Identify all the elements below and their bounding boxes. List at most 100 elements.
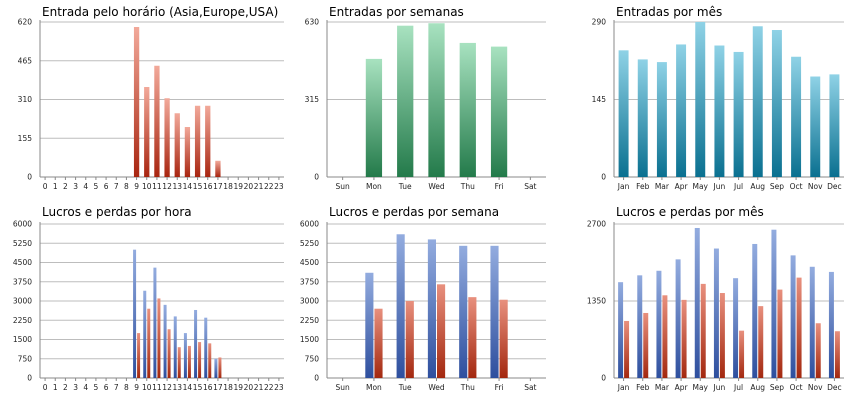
y-tick-label: 2700 <box>587 220 606 229</box>
x-tick-label: 20 <box>244 383 254 392</box>
x-tick-label: 16 <box>203 383 213 392</box>
y-tick-label: 0 <box>27 173 32 182</box>
x-tick-label: 3 <box>73 182 78 191</box>
bar <box>396 234 405 378</box>
bar <box>733 278 739 378</box>
y-tick-label: 465 <box>18 56 33 65</box>
x-tick-label: 15 <box>193 182 203 191</box>
y-tick-label: 5250 <box>300 239 319 248</box>
x-tick-label: 8 <box>124 383 129 392</box>
bar <box>618 50 629 177</box>
x-tick-label: 5 <box>94 182 99 191</box>
x-tick-label: 2 <box>63 383 68 392</box>
x-tick-label: May <box>692 182 708 191</box>
x-tick-label: 6 <box>104 182 109 191</box>
bar <box>624 320 630 378</box>
bar <box>719 293 725 378</box>
y-tick-label: 2250 <box>300 316 319 325</box>
bar <box>205 105 211 177</box>
x-tick-label: Jan <box>617 182 630 191</box>
x-tick-label: 12 <box>162 383 172 392</box>
chart-title: Entradas por semanas <box>329 5 464 19</box>
bar <box>194 309 198 378</box>
bar <box>167 329 171 378</box>
x-tick-label: 22 <box>264 182 274 191</box>
bar <box>675 259 681 378</box>
bar <box>163 304 167 378</box>
x-tick-label: 1 <box>53 383 58 392</box>
y-tick-label: 0 <box>601 173 606 182</box>
bar <box>397 25 414 177</box>
x-tick-label: Sun <box>336 182 351 191</box>
x-tick-label: Oct <box>790 182 803 191</box>
chart-5: Lucros e perdas por semana 0 750 1500 2250 30… <box>300 205 546 392</box>
x-tick-label: Tue <box>398 383 412 392</box>
bar <box>174 113 180 177</box>
x-tick-label: Sat <box>524 383 536 392</box>
bar <box>365 272 374 378</box>
bar <box>829 74 840 177</box>
y-tick-label: 315 <box>305 95 320 104</box>
x-tick-label: 12 <box>162 182 172 191</box>
bar <box>153 267 157 378</box>
x-tick-label: Mon <box>366 182 382 191</box>
x-tick-label: 13 <box>172 182 182 191</box>
x-tick-label: 22 <box>264 383 274 392</box>
y-tick-label: 310 <box>18 95 33 104</box>
bar <box>777 289 783 378</box>
chart-3: Entradas por mês 0 145 290 Jan Feb Mar Apr May Ju… <box>592 5 844 191</box>
bar <box>790 255 796 378</box>
x-tick-label: Jun <box>713 383 726 392</box>
bar <box>834 331 840 378</box>
bar <box>365 58 383 177</box>
bar <box>713 248 719 378</box>
x-tick-label: Mar <box>655 182 670 191</box>
bar <box>656 270 662 378</box>
bar <box>714 45 725 177</box>
x-tick-label: May <box>692 383 708 392</box>
y-tick-label: 3750 <box>13 277 32 286</box>
x-tick-label: 6 <box>104 383 109 392</box>
x-tick-label: Oct <box>790 383 803 392</box>
x-tick-label: 19 <box>233 383 243 392</box>
bar <box>405 301 414 378</box>
bar <box>739 330 745 378</box>
x-tick-label: 9 <box>134 182 139 191</box>
chart-title: Entrada pelo horário (Asia,Europe,USA) <box>42 5 278 19</box>
bar <box>187 345 191 378</box>
bar <box>771 229 777 378</box>
x-tick-label: 4 <box>83 182 88 191</box>
x-tick-label: 17 <box>213 182 223 191</box>
x-tick-label: 3 <box>73 383 78 392</box>
x-tick-label: Fri <box>495 182 504 191</box>
chart-title: Lucros e perdas por semana <box>329 205 499 219</box>
y-tick-label: 3750 <box>300 277 319 286</box>
bar <box>828 271 834 378</box>
bar <box>204 317 208 378</box>
bar <box>809 266 815 378</box>
x-tick-label: Wed <box>428 383 445 392</box>
bar <box>137 333 141 378</box>
bar <box>810 76 821 177</box>
chart-1: Entrada pelo horário (Asia,Europe,USA) 0 1… <box>18 5 284 191</box>
y-tick-label: 750 <box>305 354 320 363</box>
bar <box>144 87 150 177</box>
x-tick-label: 4 <box>83 383 88 392</box>
x-tick-label: 18 <box>223 383 233 392</box>
x-tick-label: Apr <box>675 383 689 392</box>
x-tick-label: Feb <box>636 182 650 191</box>
bar <box>499 299 508 378</box>
bar <box>815 323 821 378</box>
bar <box>173 316 177 378</box>
y-tick-label: 3000 <box>300 297 319 306</box>
bar <box>154 65 160 177</box>
bar <box>459 42 476 178</box>
bar <box>681 299 687 378</box>
bar <box>752 26 763 177</box>
x-tick-label: 11 <box>152 182 162 191</box>
bar <box>428 23 445 177</box>
x-tick-label: Dec <box>827 182 842 191</box>
bar <box>374 308 383 378</box>
